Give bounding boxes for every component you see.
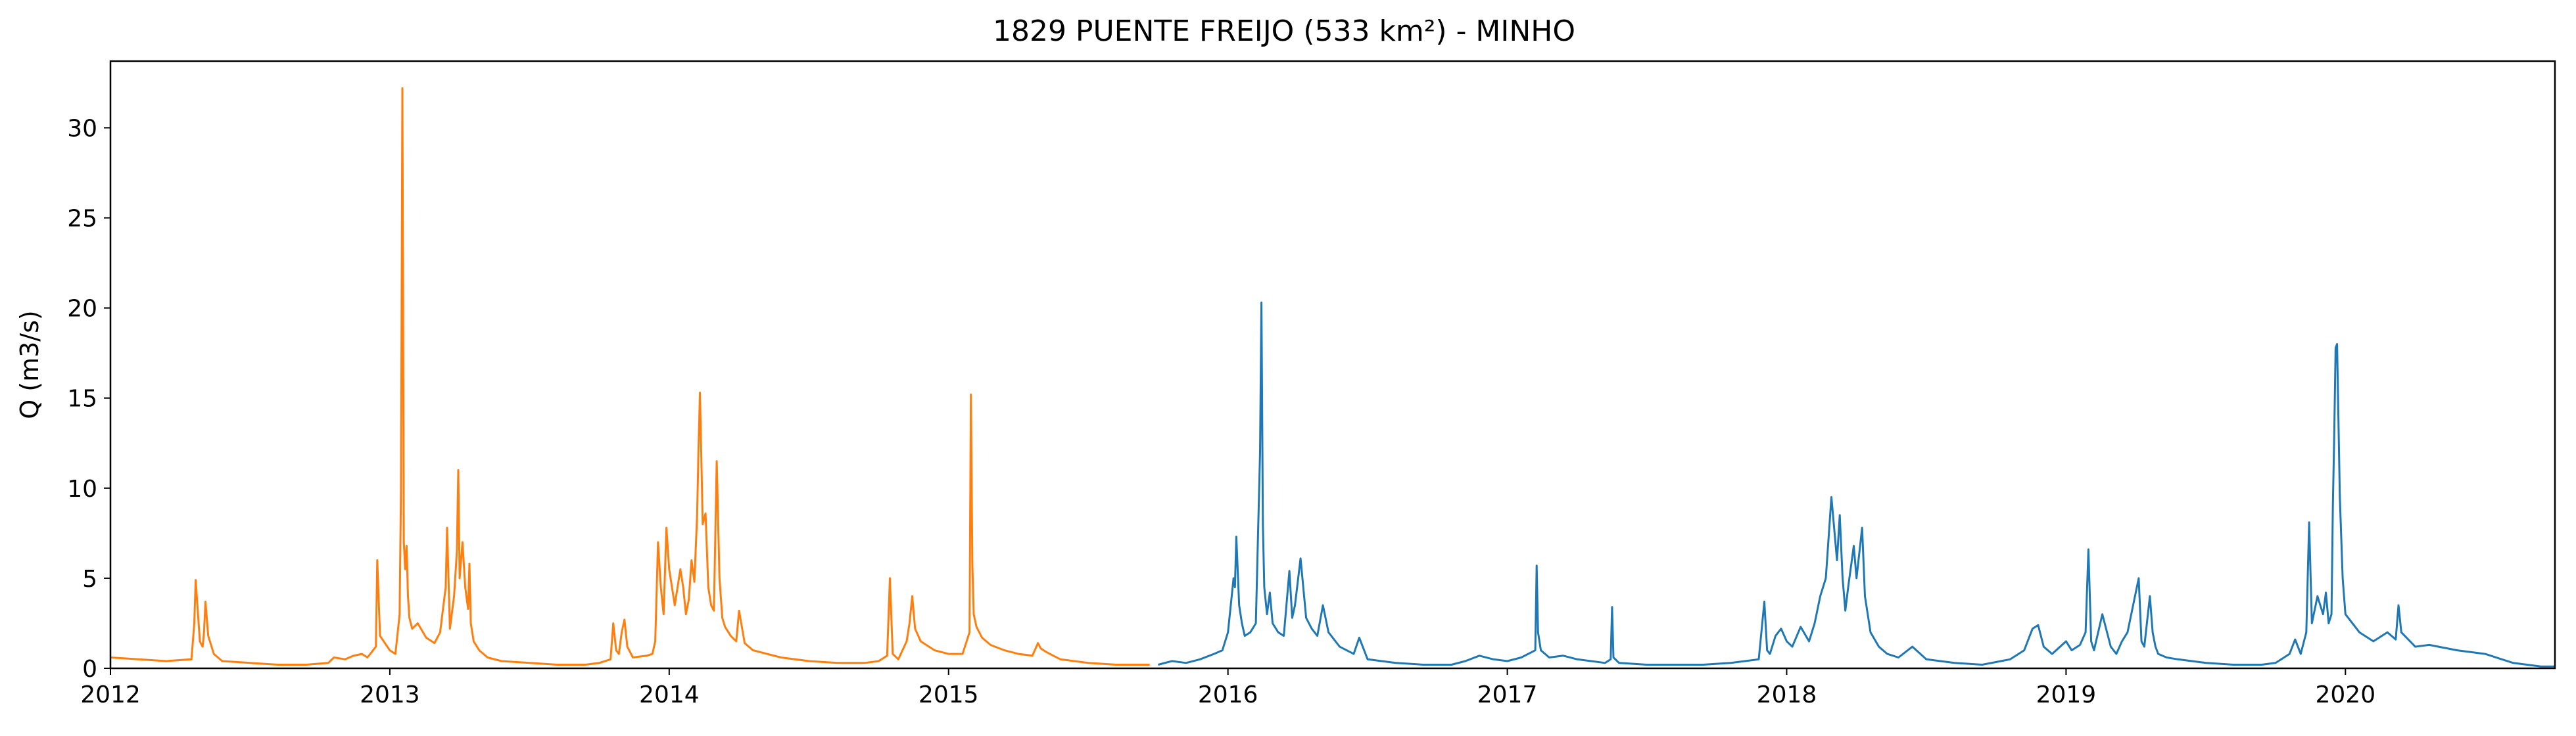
x-tick-label: 2016 bbox=[1198, 681, 1258, 708]
y-tick-label: 0 bbox=[82, 656, 97, 683]
x-tick-label: 2019 bbox=[2036, 681, 2097, 708]
x-tick-label: 2013 bbox=[360, 681, 420, 708]
x-tick-label: 2018 bbox=[1757, 681, 1817, 708]
y-axis-label: Q (m3/s) bbox=[15, 310, 44, 419]
y-tick-label: 10 bbox=[67, 476, 97, 503]
y-tick-label: 25 bbox=[67, 206, 97, 233]
y-tick-label: 15 bbox=[67, 386, 97, 413]
y-tick-label: 20 bbox=[67, 296, 97, 323]
x-tick-label: 2012 bbox=[80, 681, 141, 708]
y-tick-label: 5 bbox=[82, 566, 97, 593]
x-tick-label: 2015 bbox=[918, 681, 979, 708]
x-tick-label: 2017 bbox=[1477, 681, 1538, 708]
chart-title: 1829 PUENTE FREIJO (533 km²) - MINHO bbox=[993, 14, 1575, 48]
x-tick-label: 2014 bbox=[639, 681, 700, 708]
y-tick-label: 30 bbox=[67, 115, 97, 142]
x-tick-label: 2020 bbox=[2316, 681, 2376, 708]
